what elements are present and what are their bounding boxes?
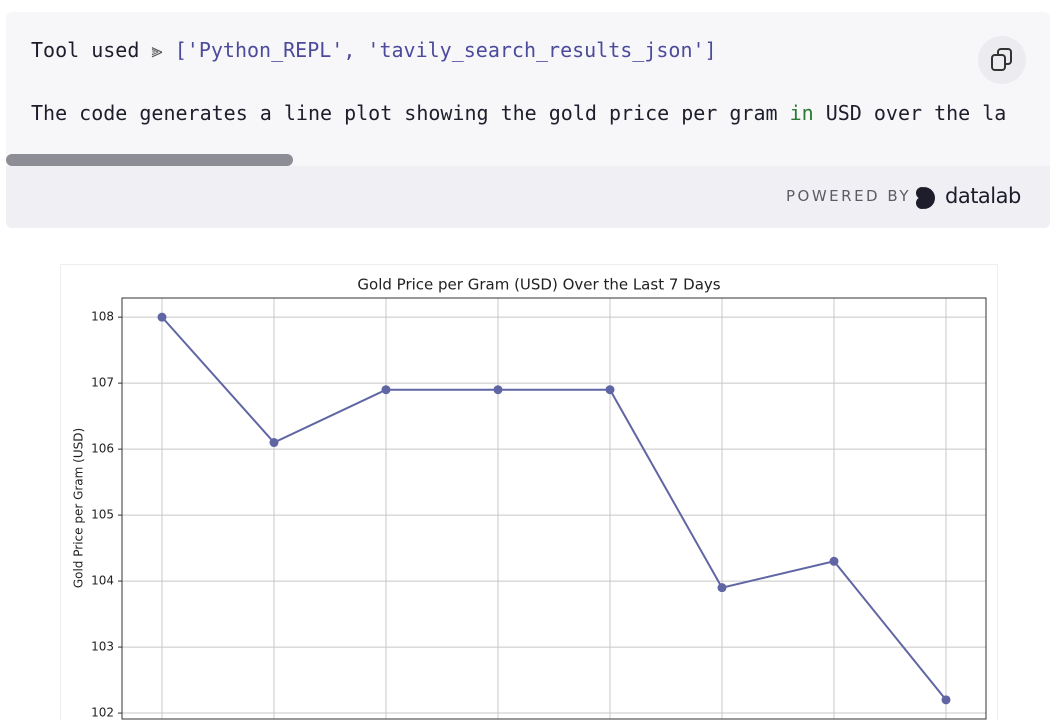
line bbox=[161, 316, 947, 701]
point bbox=[941, 695, 951, 705]
point bbox=[157, 312, 167, 322]
tool-list: ['Python_REPL', 'tavily_search_results_j… bbox=[174, 38, 717, 62]
point bbox=[381, 385, 391, 395]
description-text: USD over the la bbox=[813, 101, 1007, 125]
keyword: in bbox=[789, 101, 814, 125]
y-tick-label: 104 bbox=[91, 574, 114, 588]
code-block: Tool used ⫸ ['Python_REPL', 'tavily_sear… bbox=[6, 12, 1050, 228]
point bbox=[717, 583, 727, 593]
powered-by: POWERED BY bbox=[786, 187, 912, 205]
y-tick-label: 106 bbox=[91, 442, 114, 456]
y-tick-label: 102 bbox=[91, 706, 114, 720]
brand: datalab bbox=[945, 184, 1021, 208]
copy-button[interactable] bbox=[978, 36, 1026, 84]
y-tick-label: 105 bbox=[91, 508, 114, 522]
tool-line: Tool used ⫸ ['Python_REPL', 'tavily_sear… bbox=[31, 38, 717, 62]
point bbox=[493, 385, 503, 395]
point bbox=[269, 438, 279, 448]
y-tick-label: 103 bbox=[91, 640, 114, 654]
chart-title: Gold Price per Gram (USD) Over the Last … bbox=[357, 276, 720, 294]
description-text: The code generates a line plot showing t… bbox=[31, 101, 790, 125]
tool-label: Tool used bbox=[31, 38, 140, 62]
y-tick-label: 108 bbox=[91, 310, 114, 324]
footer bbox=[6, 166, 1050, 228]
y-axis-label: Gold Price per Gram (USD) bbox=[72, 428, 86, 588]
tool-arrow: ⫸ bbox=[151, 38, 163, 62]
description: The code generates a line plot showing t… bbox=[31, 101, 1006, 125]
point bbox=[605, 385, 615, 395]
brand-logo bbox=[916, 187, 935, 209]
point bbox=[829, 556, 839, 566]
scrollbar[interactable] bbox=[6, 154, 293, 166]
chart: Gold Price per Gram (USD) Over the Last … bbox=[60, 264, 998, 720]
y-tick-label: 107 bbox=[91, 376, 114, 390]
